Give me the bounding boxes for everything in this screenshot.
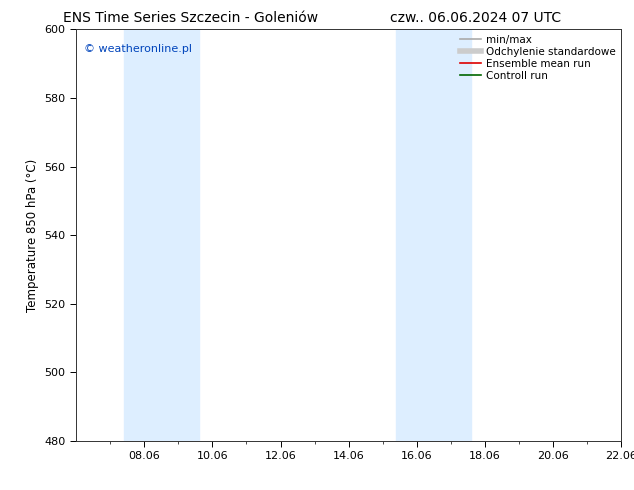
Text: ENS Time Series Szczecin - Goleniów: ENS Time Series Szczecin - Goleniów <box>63 11 318 25</box>
Y-axis label: Temperature 850 hPa (°C): Temperature 850 hPa (°C) <box>26 159 39 312</box>
Text: czw.. 06.06.2024 07 UTC: czw.. 06.06.2024 07 UTC <box>390 11 561 25</box>
Text: © weatheronline.pl: © weatheronline.pl <box>84 44 192 54</box>
Bar <box>396 29 471 441</box>
Legend: min/max, Odchylenie standardowe, Ensemble mean run, Controll run: min/max, Odchylenie standardowe, Ensembl… <box>458 32 618 83</box>
Bar <box>124 29 198 441</box>
